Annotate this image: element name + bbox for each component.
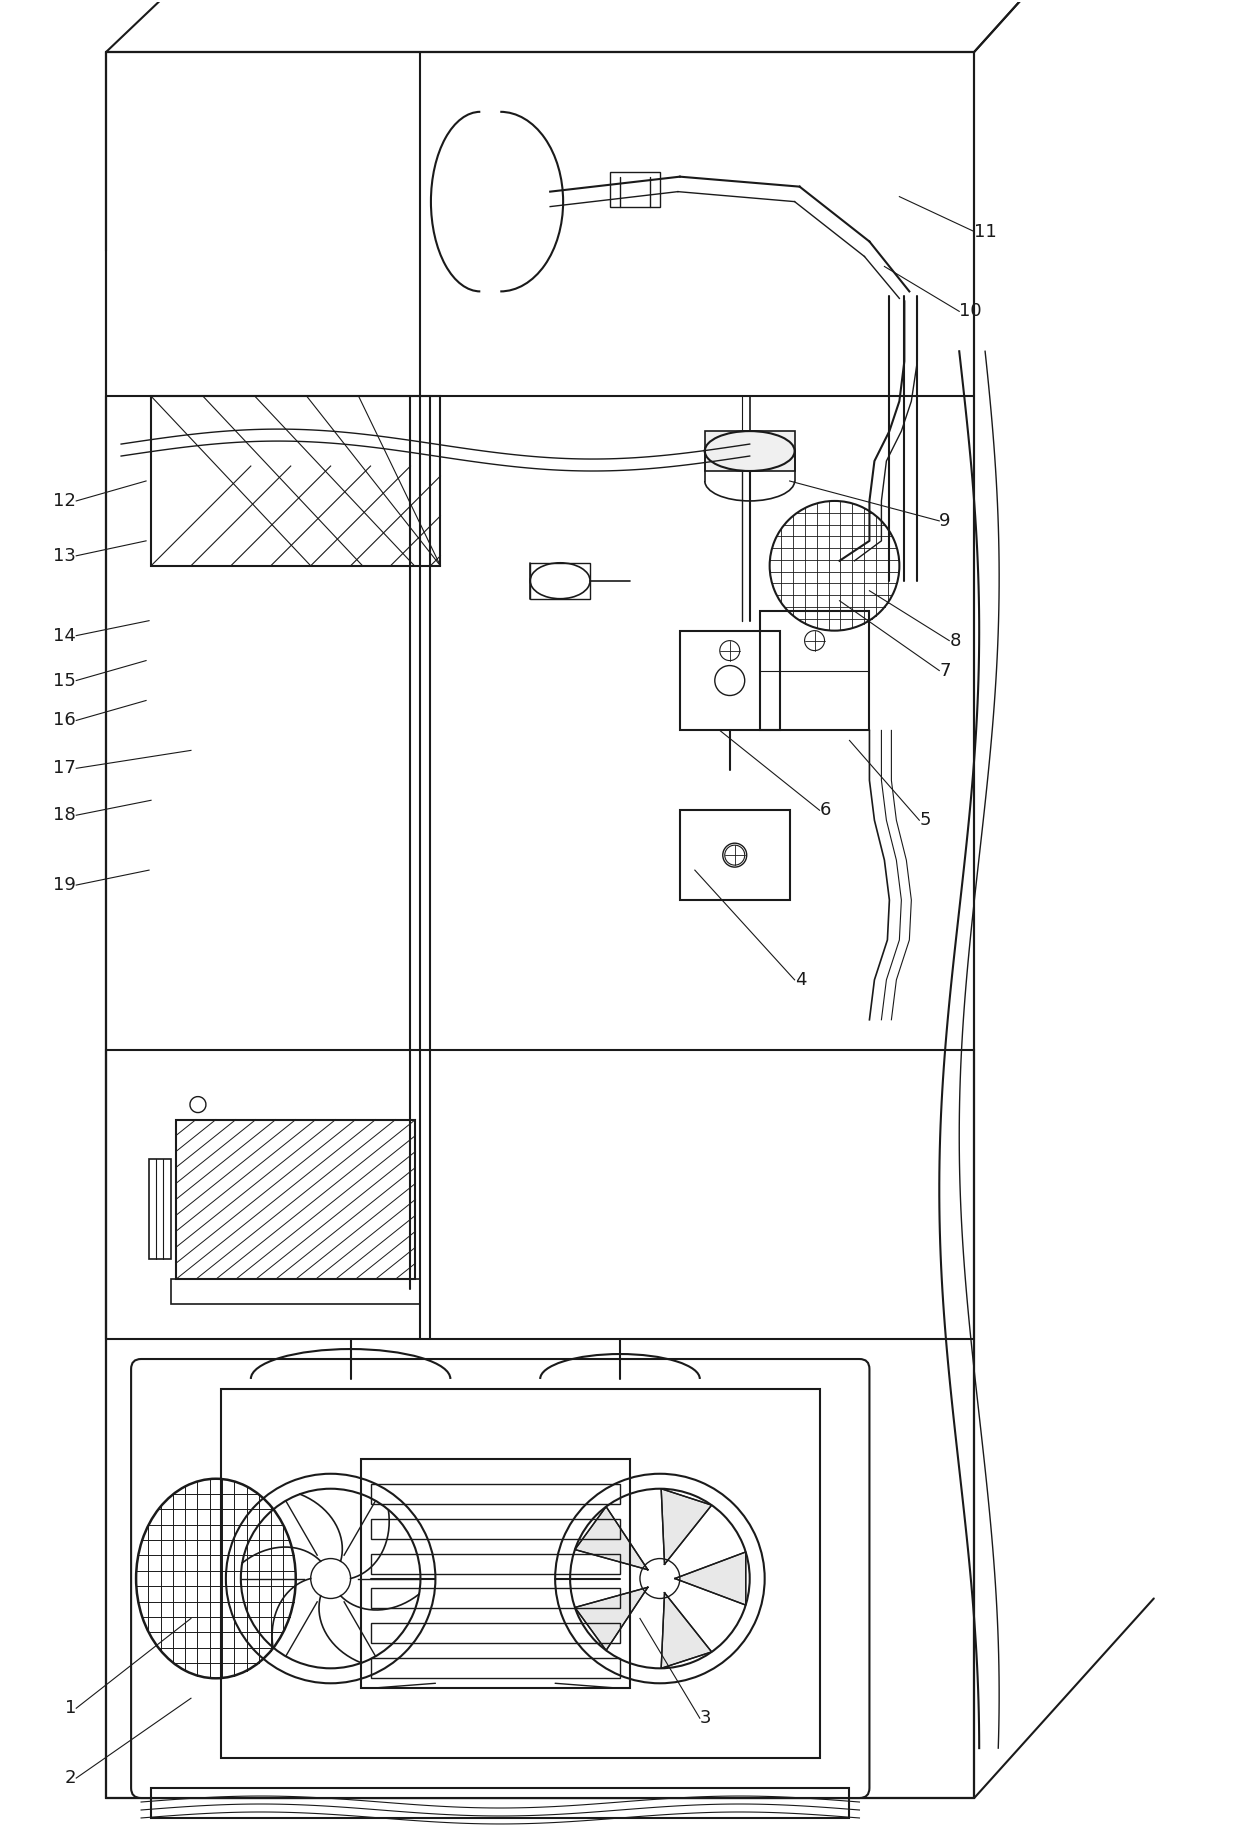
Bar xyxy=(149,1568,398,1608)
Polygon shape xyxy=(575,1588,647,1651)
Text: 7: 7 xyxy=(939,662,951,680)
Text: 5: 5 xyxy=(919,811,931,829)
Bar xyxy=(151,1788,849,1818)
Text: 3: 3 xyxy=(699,1709,712,1728)
Text: 9: 9 xyxy=(939,513,951,529)
Bar xyxy=(107,1049,975,1798)
Text: 12: 12 xyxy=(53,493,76,509)
FancyBboxPatch shape xyxy=(131,1358,869,1798)
Text: 19: 19 xyxy=(53,877,76,893)
Bar xyxy=(680,630,780,730)
Text: 13: 13 xyxy=(53,548,76,564)
Bar xyxy=(151,397,440,566)
Bar xyxy=(371,1623,620,1643)
Text: 8: 8 xyxy=(950,632,961,649)
Bar xyxy=(149,1160,171,1259)
Text: 11: 11 xyxy=(975,222,997,241)
Bar xyxy=(221,1390,820,1759)
Text: 17: 17 xyxy=(53,759,76,777)
Text: 4: 4 xyxy=(795,970,806,989)
Bar xyxy=(149,1378,398,1568)
Bar xyxy=(371,1518,620,1538)
Text: 15: 15 xyxy=(53,671,76,689)
Bar xyxy=(760,610,869,730)
Bar xyxy=(361,1459,630,1689)
Bar xyxy=(176,1119,415,1279)
Bar xyxy=(171,1279,420,1305)
Text: 18: 18 xyxy=(53,807,76,823)
Bar xyxy=(371,1588,620,1608)
Polygon shape xyxy=(575,1507,647,1570)
Polygon shape xyxy=(675,1551,745,1605)
Bar xyxy=(610,171,660,206)
Bar xyxy=(371,1553,620,1573)
Bar xyxy=(371,1658,620,1678)
Text: 14: 14 xyxy=(53,627,76,645)
Text: 10: 10 xyxy=(960,303,982,320)
Bar xyxy=(704,432,795,471)
Polygon shape xyxy=(661,1594,712,1669)
Bar xyxy=(107,51,975,1798)
Text: 16: 16 xyxy=(53,711,76,730)
Text: 2: 2 xyxy=(64,1768,76,1787)
Bar xyxy=(680,811,790,901)
Bar xyxy=(531,562,590,599)
Polygon shape xyxy=(661,1489,712,1564)
Bar xyxy=(371,1483,620,1503)
Text: 1: 1 xyxy=(64,1698,76,1717)
Text: 6: 6 xyxy=(820,801,831,820)
